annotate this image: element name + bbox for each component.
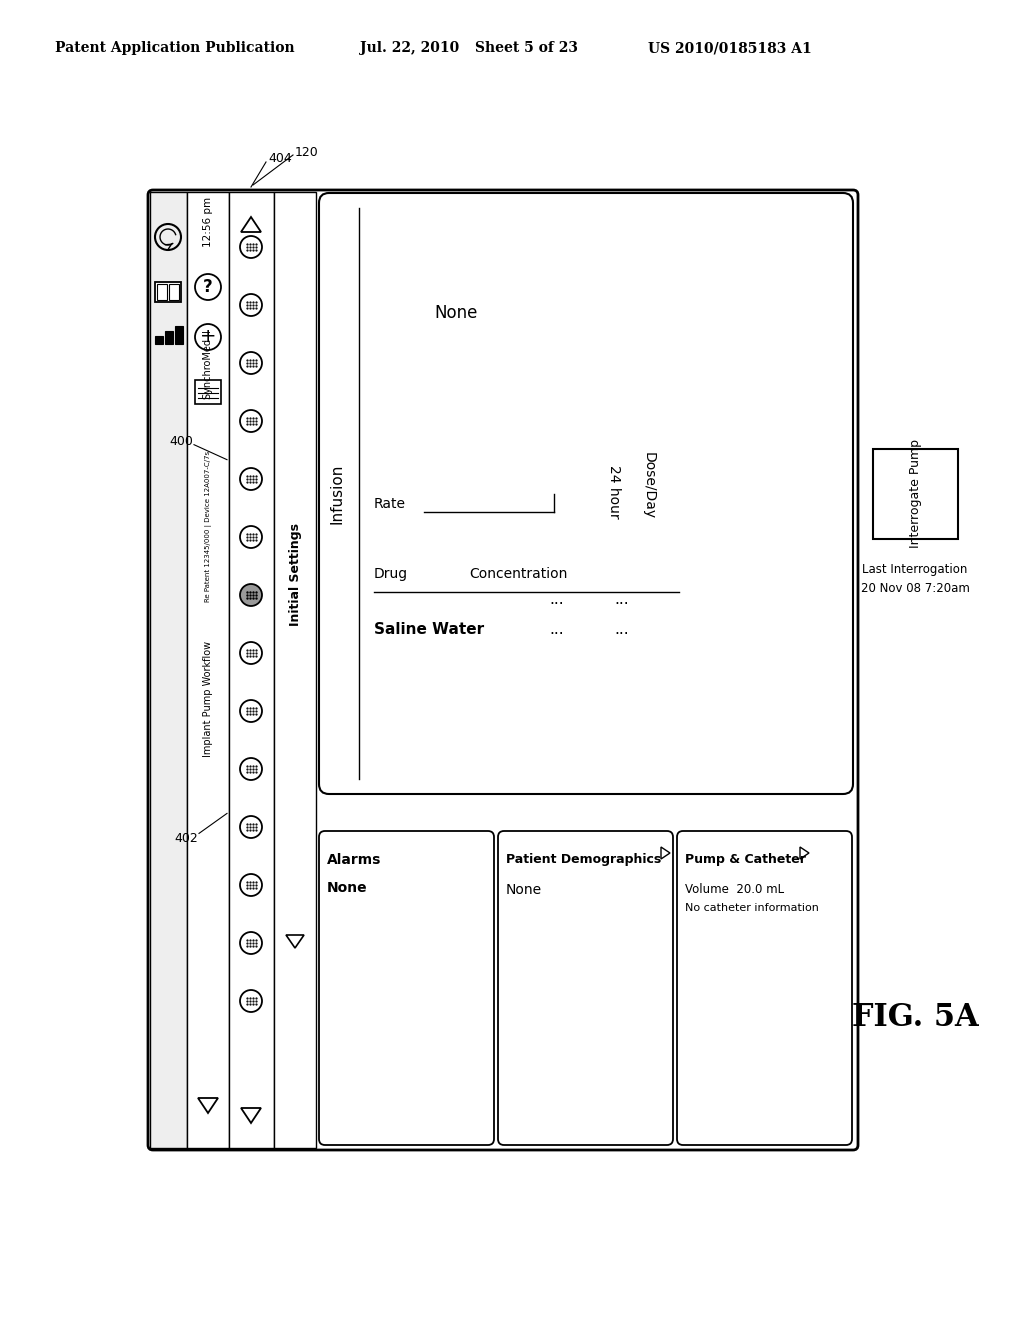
Bar [873,449,958,539]
Bar [195,380,221,404]
Text: ...: ... [549,591,563,606]
Text: Patent Application Publication: Patent Application Publication [55,41,295,55]
Bar [169,284,179,300]
Text: SynchroMed II: SynchroMed II [203,330,213,399]
Text: ...: ... [549,622,563,636]
Text: Implant Pump Workflow: Implant Pump Workflow [203,640,213,756]
Text: Drug: Drug [374,568,409,581]
Text: Saline Water: Saline Water [374,622,484,636]
Text: 12:56 pm: 12:56 pm [203,197,213,247]
Bar [157,284,167,300]
Text: Interrogate Pump: Interrogate Pump [908,440,922,549]
Text: Patient Demographics: Patient Demographics [506,853,662,866]
Text: +: + [200,327,216,346]
Text: ...: ... [614,591,629,606]
FancyBboxPatch shape [319,193,853,795]
Bar [155,337,163,345]
Text: Rate: Rate [374,498,406,511]
FancyBboxPatch shape [148,190,858,1150]
Bar [229,191,274,1148]
Text: 402: 402 [174,832,198,845]
Text: 24 hour: 24 hour [607,466,621,519]
Text: 120: 120 [295,147,318,160]
FancyBboxPatch shape [498,832,673,1144]
Text: Dose/Day: Dose/Day [642,451,656,519]
Text: Last Interrogation: Last Interrogation [862,562,968,576]
Text: Sheet 5 of 23: Sheet 5 of 23 [475,41,578,55]
Text: Pump & Catheter: Pump & Catheter [685,853,806,866]
Text: 20 Nov 08 7:20am: 20 Nov 08 7:20am [860,582,970,595]
Text: Concentration: Concentration [469,568,567,581]
Bar [155,282,181,302]
Bar [150,191,187,1148]
Text: FIG. 5A: FIG. 5A [852,1002,978,1034]
Bar [165,331,173,345]
Text: None: None [434,304,477,322]
Text: None: None [327,880,368,895]
Text: 400: 400 [169,436,193,449]
Text: ...: ... [614,622,629,636]
Text: Initial Settings: Initial Settings [289,523,301,626]
Circle shape [240,583,262,606]
Text: Alarms: Alarms [327,853,381,867]
FancyBboxPatch shape [677,832,852,1144]
Text: None: None [506,883,542,898]
Text: Infusion: Infusion [330,463,344,524]
Text: US 2010/0185183 A1: US 2010/0185183 A1 [648,41,812,55]
Text: ?: ? [203,279,213,296]
Text: 404: 404 [268,153,292,165]
Text: Volume  20.0 mL: Volume 20.0 mL [685,883,784,896]
Text: Jul. 22, 2010: Jul. 22, 2010 [360,41,459,55]
FancyBboxPatch shape [319,832,494,1144]
Bar [175,326,183,345]
Text: Re Patent 12345/000 | Device 12A007-C/7s: Re Patent 12345/000 | Device 12A007-C/7s [205,451,212,602]
Bar [187,191,229,1148]
Bar [274,191,316,1148]
Text: No catheter information: No catheter information [685,903,819,913]
